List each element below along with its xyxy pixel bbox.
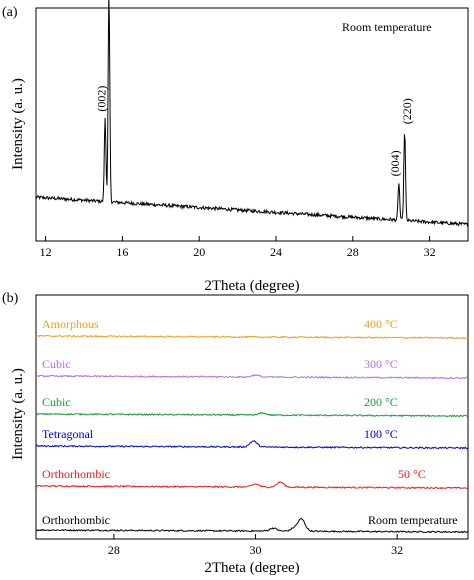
panel-a-x-tick-label: 24	[270, 245, 282, 259]
series-temp-label: 100 °C	[364, 427, 398, 441]
series-temp-label: 200 °C	[364, 395, 398, 409]
peak-label: (004)	[388, 150, 402, 176]
series-temp-label: Room temperature	[368, 513, 458, 527]
panel-b-label: (b)	[2, 291, 19, 306]
series-line	[36, 517, 469, 534]
panel-a-y-label: Intensity (a. u.)	[10, 78, 26, 170]
series-5: Amorphous 400 °C	[35, 317, 469, 340]
panel-a-x-tick-label: 16	[116, 245, 128, 259]
panel-a-x-tick-label: 28	[347, 245, 359, 259]
series-0: Orthorhombic Room temperature	[36, 513, 469, 534]
series-line	[35, 334, 469, 340]
series-line	[35, 373, 469, 380]
panel-a-x-tick-label: 20	[193, 245, 205, 259]
panel-a-label: (a)	[2, 5, 18, 20]
panel-a-x-tick-label: 32	[424, 245, 436, 259]
series-line	[35, 440, 469, 450]
peak-label: (220)	[400, 98, 414, 124]
series-line	[35, 411, 469, 418]
peak-label: (002)	[94, 86, 108, 112]
series-temp-label: 300 °C	[364, 357, 398, 371]
panel-a-pattern-line	[35, 0, 469, 227]
series-2: Tetragonal 100 °C	[35, 427, 469, 450]
series-3: Cubic 200 °C	[35, 395, 469, 418]
panel-b-series: Orthorhombic Room temperatureOrthorhombic…	[35, 317, 469, 534]
panel-a-peak-labels: (002)(110)(004)(220)	[94, 86, 414, 177]
series-line	[35, 481, 469, 490]
series-1: Orthorhombic 50 °C	[35, 467, 469, 490]
series-phase-label: Cubic	[42, 395, 71, 409]
panel-a-annotation: Room temperature	[342, 20, 432, 34]
panel-b: (b) 28 30 32 Orthorhombic Room temperatureO…	[2, 291, 469, 576]
panel-b-x-ticks: 28 30 32	[108, 534, 403, 557]
panel-b-x-tick-label: 30	[250, 543, 262, 557]
series-phase-label: Amorphous	[42, 317, 99, 331]
series-temp-label: 50 °C	[398, 467, 426, 481]
panel-b-x-label: 2Theta (degree)	[204, 560, 299, 576]
panel-a-x-ticks: 12 16 20 24 28 32	[40, 236, 436, 259]
panel-b-x-tick-label: 32	[391, 543, 403, 557]
series-phase-label: Orthorhombic	[42, 467, 110, 481]
panel-a-x-tick-label: 12	[40, 245, 52, 259]
series-temp-label: 400 °C	[364, 317, 398, 331]
panel-a-x-label: 2Theta (degree)	[204, 278, 299, 294]
series-4: Cubic 300 °C	[35, 357, 469, 380]
panel-b-y-label: Intensity (a. u.)	[10, 368, 26, 460]
series-phase-label: Orthorhombic	[42, 513, 110, 527]
panel-b-x-tick-label: 28	[108, 543, 120, 557]
series-phase-label: Tetragonal	[42, 427, 94, 441]
series-phase-label: Cubic	[42, 357, 71, 371]
panel-b-frame	[35, 294, 469, 540]
panel-a-frame	[35, 7, 469, 242]
